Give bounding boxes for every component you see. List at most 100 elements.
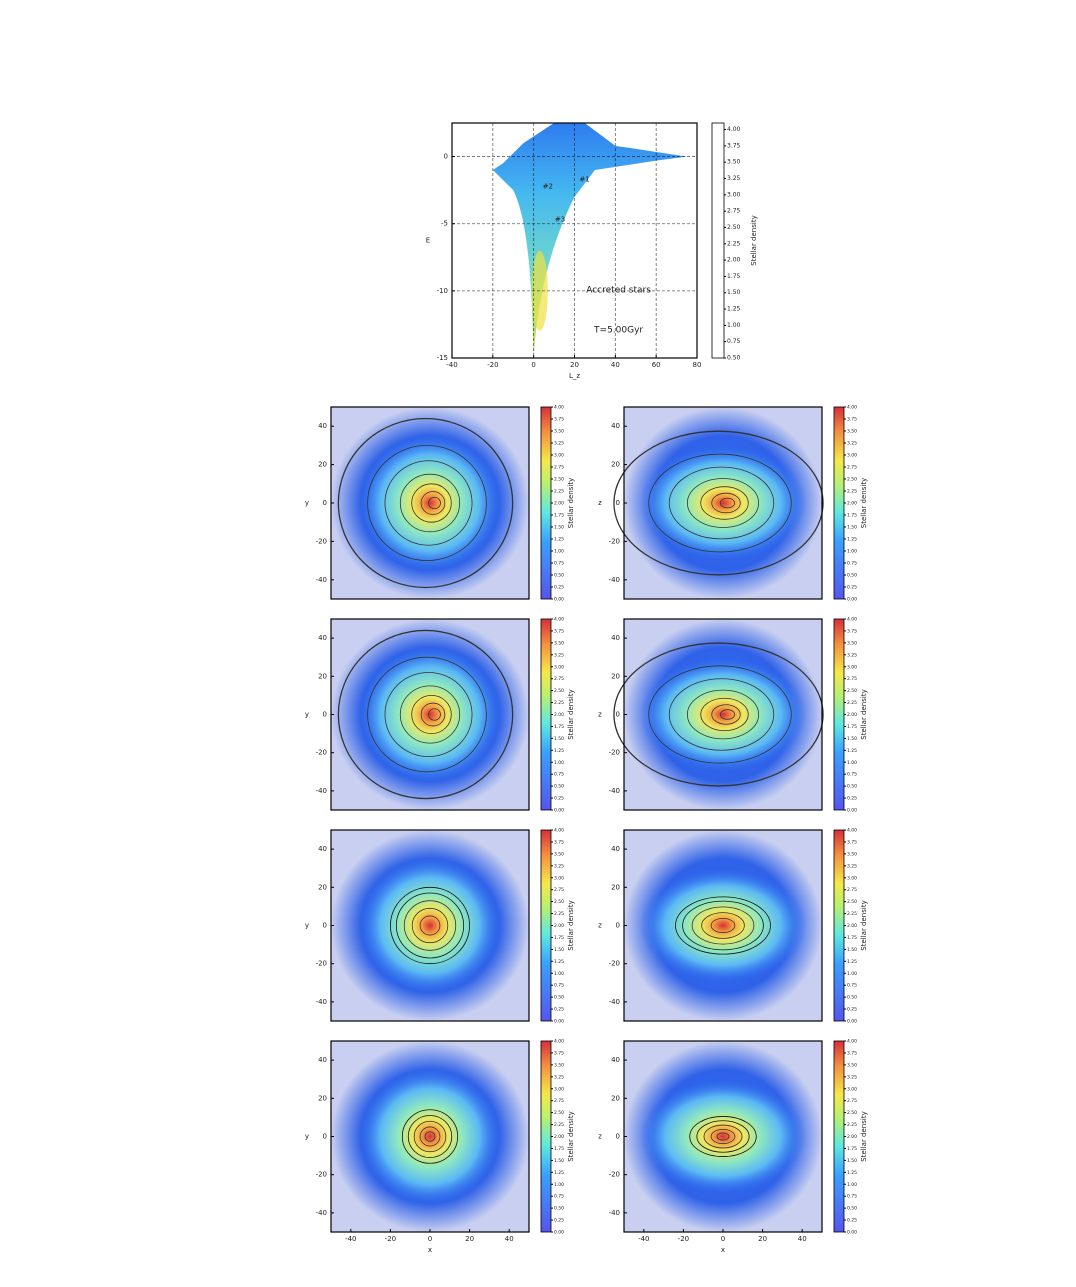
contour <box>395 892 465 959</box>
colorbar-tick-label: 1.50 <box>847 736 857 742</box>
colorbar-tick-label: 3.75 <box>847 1050 857 1056</box>
colorbar-tick-label: 0.25 <box>554 1007 564 1013</box>
y-axis-label: z <box>598 711 602 719</box>
contour <box>648 453 792 553</box>
contour <box>668 678 775 751</box>
colorbar-tick-label: 1.25 <box>847 1170 857 1176</box>
colorbar-tick-label: 2.50 <box>554 899 564 905</box>
colorbar <box>540 829 552 1022</box>
contour <box>710 1128 736 1145</box>
contour <box>696 1120 750 1153</box>
colorbar-tick-label: 1.75 <box>554 724 564 730</box>
axes-frame <box>623 406 823 600</box>
density-blob <box>358 856 502 995</box>
y-tick-label: -40 <box>609 787 620 795</box>
colorbar-tick-label: 2.50 <box>727 224 741 231</box>
colorbar-tick-label: 2.00 <box>847 1134 857 1140</box>
colorbar-tick-label: 0.25 <box>554 796 564 802</box>
colorbar-tick-label: 1.25 <box>554 1170 564 1176</box>
colorbar-tick-label: 2.50 <box>554 688 564 694</box>
colorbar-tick-label: 0.50 <box>847 1206 857 1212</box>
colorbar-tick-label: 0.00 <box>554 597 564 603</box>
colorbar-tick-label: 3.75 <box>554 839 564 845</box>
colorbar-tick-label: 0.25 <box>847 1218 857 1224</box>
x-tick-label: -40 <box>446 361 457 369</box>
y-tick-label: 0 <box>616 499 620 507</box>
y-tick-label: 0 <box>323 1133 327 1141</box>
colorbar-tick-label: 2.75 <box>847 1098 857 1104</box>
colorbar-tick-label: 2.25 <box>847 489 857 495</box>
colorbar-tick-label: 3.75 <box>554 1050 564 1056</box>
contour <box>701 912 745 939</box>
axes-frame <box>623 829 823 1022</box>
contour <box>719 709 736 720</box>
colorbar-tick-label: 2.75 <box>554 1098 564 1104</box>
colorbar-tick-label: 3.50 <box>554 640 564 646</box>
colorbar-tick-label: 4.00 <box>554 828 564 834</box>
colorbar-tick-label: 4.00 <box>554 1039 564 1045</box>
annotation: #1 <box>579 175 589 183</box>
colorbar-tick-label: 0.00 <box>847 1019 857 1025</box>
y-tick-label: -20 <box>609 960 620 968</box>
colorbar-tick-label: 3.00 <box>727 191 741 198</box>
colorbar-tick-label: 1.50 <box>554 947 564 953</box>
colorbar-tick-label: 0.50 <box>554 1206 564 1212</box>
contour <box>428 496 441 510</box>
colorbar-tick-label: 1.75 <box>727 273 741 280</box>
colorbar-tick-label: 3.25 <box>847 863 857 869</box>
colorbar-tick-label: 3.50 <box>847 640 857 646</box>
x-axis-label: x <box>721 1246 725 1254</box>
colorbar-tick-label: 3.75 <box>554 417 564 423</box>
y-tick-label: 0 <box>616 1133 620 1141</box>
x-axis-label: L_z <box>569 372 580 380</box>
colorbar-tick-label: 2.50 <box>554 1110 564 1116</box>
panel: -40 -20 0 20 40 40 20 0 -20 -40 x z 0.00 0.25 0.50 0.75… <box>598 1039 868 1255</box>
colorbar-tick-label: 1.50 <box>554 525 564 531</box>
contour <box>689 1116 757 1157</box>
y-tick-label: 0 <box>444 153 448 161</box>
axes-frame <box>451 122 698 359</box>
contour <box>691 906 755 945</box>
colorbar-tick-label: 3.25 <box>554 441 564 447</box>
colorbar-tick-label: 0.75 <box>554 561 564 567</box>
colorbar-tick-label: 3.00 <box>554 664 564 670</box>
colorbar-tick-label: 0.75 <box>847 983 857 989</box>
colorbar-label: Stellar density <box>860 1111 868 1161</box>
y-tick-label: 20 <box>611 883 620 891</box>
colorbar-tick-label: 2.75 <box>847 676 857 682</box>
y-tick-label: -40 <box>609 998 620 1006</box>
density-blob <box>358 1067 502 1206</box>
panel: 40 20 0 -20 -40 z 0.00 0.25 0.50 0.75 1.00 1.25 1.50… <box>598 617 868 814</box>
colorbar-tick-label: 2.50 <box>847 477 857 483</box>
colorbar-tick-label: 0.75 <box>847 561 857 567</box>
colorbar-tick-label: 2.00 <box>727 257 741 264</box>
y-tick-label: -15 <box>437 354 448 362</box>
contour <box>399 473 461 533</box>
colorbar-tick-label: 1.25 <box>847 748 857 754</box>
colorbar-tick-label: 4.00 <box>847 405 857 411</box>
colorbar-tick-label: 0.50 <box>847 784 857 790</box>
axes-frame <box>330 1040 530 1233</box>
colorbar-tick-label: 3.00 <box>847 1086 857 1092</box>
colorbar-tick-label: 1.25 <box>554 959 564 965</box>
y-tick-label: 40 <box>318 634 327 642</box>
colorbar-tick-label: 0.50 <box>554 573 564 579</box>
colorbar-tick-label: 4.00 <box>847 617 857 623</box>
colorbar-tick-label: 2.50 <box>554 477 564 483</box>
colorbar <box>833 406 845 600</box>
colorbar-tick-label: 0.00 <box>847 1230 857 1236</box>
contour <box>403 900 457 951</box>
colorbar-tick-label: 3.25 <box>554 1074 564 1080</box>
y-tick-label: -20 <box>316 537 327 545</box>
colorbar-label: Stellar density <box>567 478 575 528</box>
y-tick-label: 0 <box>616 922 620 930</box>
colorbar-tick-label: 3.75 <box>847 628 857 634</box>
y-tick-label: 40 <box>611 1056 620 1064</box>
y-tick-label: -20 <box>316 749 327 757</box>
y-axis-label: z <box>598 1133 602 1141</box>
contour <box>399 685 461 744</box>
colorbar-tick-label: 3.50 <box>847 1062 857 1068</box>
colorbar-tick-label: 2.00 <box>847 712 857 718</box>
annotation: T=5.00Gyr <box>593 325 643 335</box>
density-blob <box>639 657 807 772</box>
